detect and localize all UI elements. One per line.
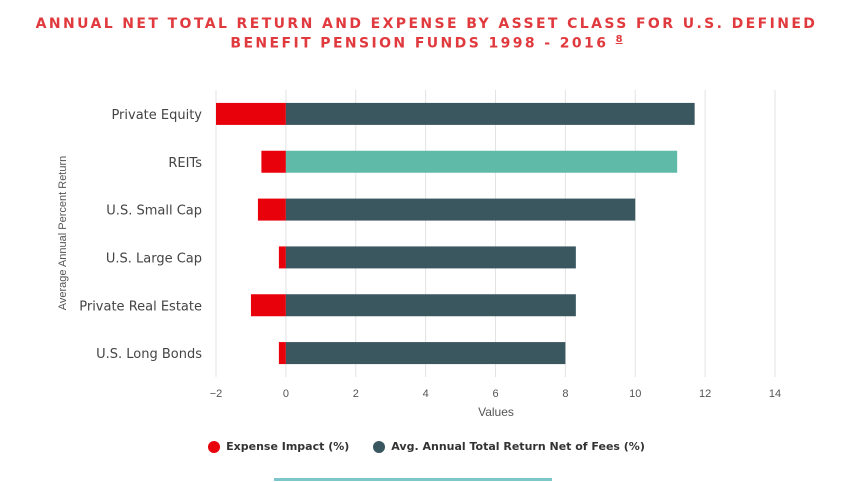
legend-swatch-expense	[208, 440, 221, 453]
bar-net-return[interactable]	[285, 342, 566, 365]
x-tick-label: 14	[769, 388, 781, 400]
bottom-accent-rule	[274, 478, 552, 481]
bar-expense[interactable]	[261, 150, 286, 173]
category-label: U.S. Long Bonds	[96, 347, 202, 362]
bar-expense[interactable]	[216, 102, 286, 125]
x-tick-label: 10	[629, 388, 641, 400]
category-label: REITs	[168, 156, 202, 171]
grid-lines	[215, 90, 776, 377]
legend-swatch-net-return	[373, 440, 386, 453]
bar-net-return[interactable]	[285, 246, 576, 269]
bars	[216, 102, 695, 365]
category-labels: Private Equity REITs U.S. Small Cap U.S. La…	[79, 108, 202, 362]
chart-title-line2: BENEFIT PENSION FUNDS 1998 - 2016 8	[0, 32, 853, 52]
x-tick-label: 8	[562, 388, 568, 400]
chart-title-line2-text: BENEFIT PENSION FUNDS 1998 - 2016	[230, 35, 609, 52]
x-tick-label: 2	[353, 388, 359, 400]
chart-title-line1: ANNUAL NET TOTAL RETURN AND EXPENSE BY A…	[35, 16, 818, 32]
category-label: U.S. Large Cap	[106, 251, 202, 266]
bar-expense[interactable]	[278, 246, 286, 269]
bar-net-return[interactable]	[285, 150, 678, 173]
x-tick-label: 0	[283, 388, 289, 400]
bar-net-return[interactable]	[285, 102, 695, 125]
bar-expense[interactable]	[250, 294, 286, 317]
legend: Expense Impact (%) Avg. Annual Total Ret…	[0, 440, 853, 453]
x-tick-label: 4	[423, 388, 429, 400]
y-axis-label: Average Annual Percent Return	[57, 156, 69, 311]
category-label: Private Equity	[111, 108, 202, 123]
legend-label-expense: Expense Impact (%)	[226, 440, 350, 453]
legend-label-net-return: Avg. Annual Total Return Net of Fees (%)	[391, 440, 645, 453]
category-label: Private Real Estate	[79, 299, 202, 314]
legend-item-expense[interactable]: Expense Impact (%)	[208, 440, 349, 453]
bar-expense[interactable]	[257, 198, 286, 221]
x-tick-label: −2	[210, 388, 223, 400]
bar-expense[interactable]	[278, 342, 286, 365]
bar-net-return[interactable]	[285, 294, 576, 317]
x-tick-label: 12	[699, 388, 711, 400]
bar-net-return[interactable]	[285, 198, 636, 221]
footnote-link[interactable]: 8	[615, 34, 623, 45]
chart-title: ANNUAL NET TOTAL RETURN AND EXPENSE BY A…	[0, 16, 853, 52]
x-tick-labels: −2 0 2 4 6 8 10 12 14	[210, 388, 781, 400]
legend-item-net-return[interactable]: Avg. Annual Total Return Net of Fees (%)	[373, 440, 645, 453]
x-axis-label: Values	[478, 405, 514, 419]
x-tick-label: 6	[492, 388, 498, 400]
category-label: U.S. Small Cap	[106, 204, 202, 219]
